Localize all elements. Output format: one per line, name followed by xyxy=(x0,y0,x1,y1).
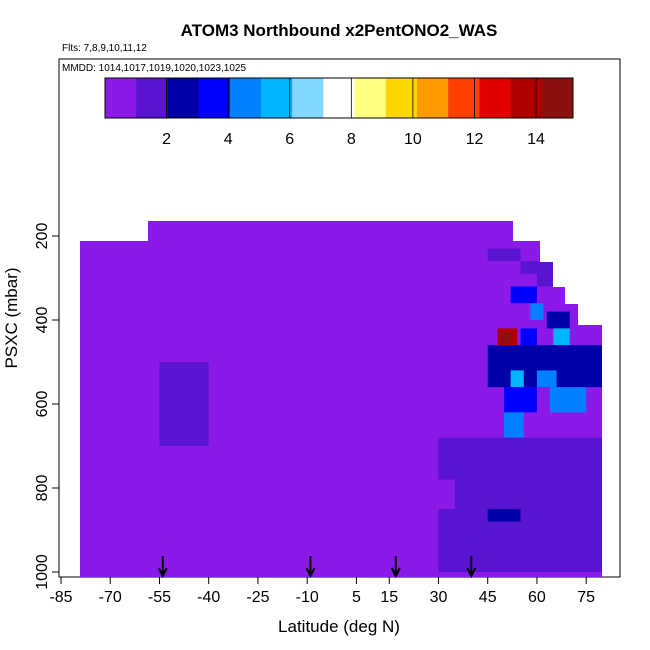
y-axis: 200 400 600 800 1000 xyxy=(34,223,59,590)
x-tick-label: 60 xyxy=(528,589,546,606)
x-tick-label: -40 xyxy=(197,589,220,606)
colorbar-swatch xyxy=(167,78,200,118)
colorbar: 2 4 6 8 10 12 14 xyxy=(104,77,574,148)
x-tick-label: -55 xyxy=(148,589,171,606)
heatmap-cell xyxy=(520,328,537,346)
y-tick-label: 600 xyxy=(34,391,51,418)
latitude-arrows xyxy=(157,556,477,579)
heatmap-cell xyxy=(530,303,544,320)
colorbar-swatch xyxy=(323,78,356,118)
colorbar-tick-label: 10 xyxy=(404,131,422,148)
heatmap-cell xyxy=(520,261,564,274)
heatmap-cell xyxy=(510,286,537,304)
colorbar-tick-label: 4 xyxy=(224,131,233,148)
heatmap-cell xyxy=(487,248,521,262)
colorbar-swatch xyxy=(417,78,449,118)
arrow-head xyxy=(305,567,316,579)
colorbar-swatch xyxy=(261,78,293,118)
colorbar-swatch xyxy=(354,78,387,118)
heatmap-layer xyxy=(80,221,602,577)
colorbar-swatch xyxy=(510,78,543,118)
heatmap-cell xyxy=(550,387,587,413)
x-tick-label: 45 xyxy=(479,589,497,606)
heatmap-cell xyxy=(504,412,524,438)
x-axis-label: Latitude (deg N) xyxy=(278,617,400,636)
x-tick-label: -70 xyxy=(99,589,122,606)
heatmap-cell xyxy=(487,509,521,522)
colorbar-swatch xyxy=(105,78,137,118)
x-tick-label: 15 xyxy=(380,589,398,606)
x-tick-label: 75 xyxy=(577,589,595,606)
y-tick-label: 400 xyxy=(34,307,51,334)
mmdd-label: MMDD: 1014,1017,1019,1020,1023,1025 xyxy=(62,63,246,74)
heatmap-cell xyxy=(159,362,209,446)
heatmap-cell xyxy=(500,332,511,344)
colorbar-swatch xyxy=(541,78,574,118)
colorbar-swatch xyxy=(448,78,480,118)
arrow-head xyxy=(390,567,401,579)
heatmap-cell xyxy=(536,370,557,388)
colorbar-frame xyxy=(104,77,574,119)
heatmap-cell xyxy=(504,387,537,413)
heatmap-cell xyxy=(405,479,455,509)
colorbar-swatch xyxy=(385,78,418,118)
arrow-head xyxy=(466,567,477,579)
colorbar-tick-label: 12 xyxy=(466,131,484,148)
flights-label: Flts: 7,8,9,10,11,12 xyxy=(62,43,147,54)
colorbar-tick-label: 14 xyxy=(527,131,545,148)
heatmap-cell xyxy=(536,273,570,287)
y-axis-label: PSXC (mbar) xyxy=(2,267,21,368)
heatmap-cell xyxy=(438,437,602,572)
colorbar-swatch xyxy=(229,78,262,118)
colorbar-swatch xyxy=(136,78,168,118)
colorbar-swatch xyxy=(479,78,512,118)
colorbar-tick-label: 8 xyxy=(347,131,356,148)
x-axis: -85 -70 -55 -40 -25 -10 5 15 30 45 60 75 xyxy=(49,577,595,606)
colorbar-tick-label: 6 xyxy=(285,131,294,148)
heatmap-cell xyxy=(553,328,570,346)
heatmap-cell xyxy=(126,223,587,249)
x-tick-label: -85 xyxy=(49,589,72,606)
heatmap-cell xyxy=(510,370,524,388)
y-tick-label: 800 xyxy=(34,475,51,502)
colorbar-swatch xyxy=(292,78,324,118)
chart-title: ATOM3 Northbound x2PentONO2_WAS xyxy=(181,21,498,40)
heatmap-cell xyxy=(307,404,340,467)
y-tick-label: 1000 xyxy=(34,554,51,590)
x-tick-label: 30 xyxy=(430,589,448,606)
colorbar-tick-label: 2 xyxy=(162,131,171,148)
colorbar-swatch xyxy=(198,78,231,118)
x-tick-label: 5 xyxy=(352,589,361,606)
y-tick-label: 200 xyxy=(34,223,51,250)
x-tick-label: -25 xyxy=(246,589,269,606)
x-tick-label: -10 xyxy=(296,589,319,606)
heatmap-cell xyxy=(546,311,570,329)
arrow-head xyxy=(157,567,168,579)
